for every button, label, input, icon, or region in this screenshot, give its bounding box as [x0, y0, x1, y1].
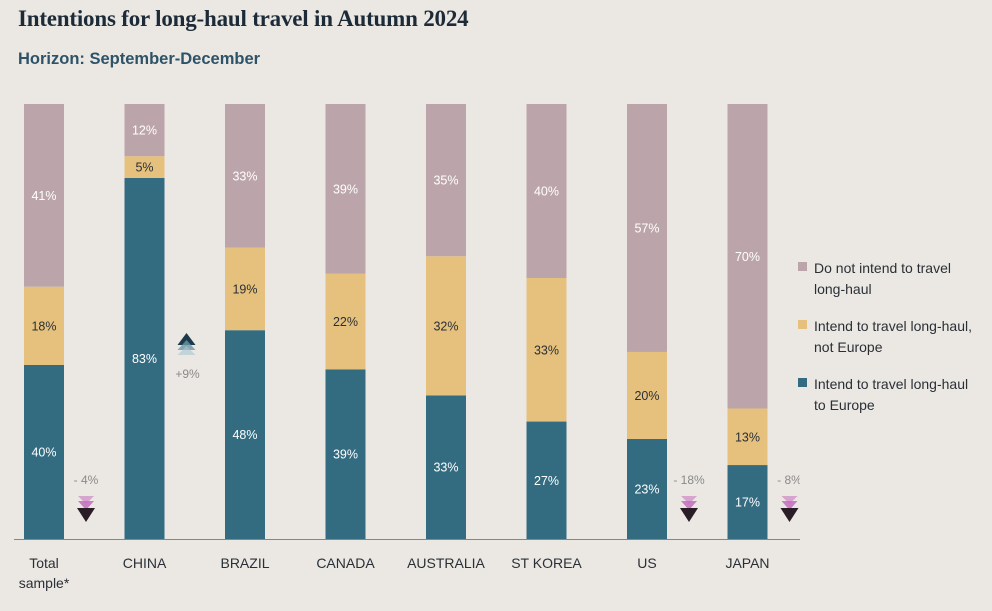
arrow-up-shadow-icon-china [177, 346, 196, 355]
bar-canada-no_travel [325, 104, 366, 274]
legend-item-no-travel: Do not intend to travel long-haul [798, 258, 988, 300]
bar-st-korea-no_travel [526, 104, 567, 278]
category-label-australia: AUSTRALIA [407, 555, 485, 571]
legend-swatch-europe [798, 378, 807, 387]
data-label-us-not_europe: 20% [634, 389, 659, 403]
legend-label-europe: Intend to travel long-haul to Europe [814, 376, 969, 413]
data-label-brazil-no_travel: 33% [232, 169, 257, 183]
change-label-total-sample: - 4% [74, 473, 99, 487]
chart-legend: Do not intend to travel long-haul Intend… [798, 258, 988, 432]
arrow-down-mid-icon-total-sample [78, 501, 94, 510]
bar-china-no_travel [124, 104, 165, 157]
arrow-down-shadow-icon-total-sample [78, 496, 94, 504]
data-label-japan-not_europe: 13% [735, 430, 760, 444]
bar-total-sample-not_europe [24, 286, 64, 365]
legend-label-not-europe: Intend to travel long-haul, not Europe [814, 318, 972, 355]
data-label-st-korea-not_europe: 33% [534, 343, 559, 357]
category-label-japan: JAPAN [725, 555, 769, 571]
arrow-down-mid-icon-japan [781, 501, 798, 510]
bar-total-sample-no_travel [24, 104, 64, 287]
data-label-china-europe: 83% [132, 352, 157, 366]
bar-australia-europe [426, 395, 466, 539]
bar-canada-not_europe [325, 273, 366, 370]
bar-st-korea-europe [526, 421, 567, 539]
data-label-china-no_travel: 12% [132, 124, 157, 138]
data-label-canada-not_europe: 22% [333, 315, 358, 329]
category-label-brazil: BRAZIL [220, 555, 269, 571]
arrow-down-icon-japan [780, 508, 799, 522]
bar-us-europe [627, 438, 667, 539]
category-label-canada: CANADA [316, 555, 375, 571]
legend-label-no-travel: Do not intend to travel long-haul [814, 260, 951, 297]
arrow-down-icon-us [680, 508, 698, 522]
change-label-china: +9% [175, 367, 200, 381]
data-label-st-korea-no_travel: 40% [534, 185, 559, 199]
category-label-st-korea: ST KOREA [511, 555, 582, 571]
bar-brazil-not_europe [225, 247, 265, 331]
data-label-total-sample-not_europe: 18% [31, 319, 56, 333]
legend-item-europe: Intend to travel long-haul to Europe [798, 374, 988, 416]
change-label-japan: - 8% [777, 473, 800, 487]
bar-australia-no_travel [426, 104, 466, 257]
data-label-brazil-europe: 48% [232, 428, 257, 442]
bar-st-korea-not_europe [526, 278, 567, 422]
category-label-total-sample-line1: Total [29, 555, 59, 571]
data-label-us-europe: 23% [634, 482, 659, 496]
bar-brazil-europe [225, 330, 265, 539]
change-label-us: - 18% [673, 473, 705, 487]
data-label-japan-no_travel: 70% [735, 250, 760, 264]
category-label-us: US [637, 555, 656, 571]
bar-total-sample-europe [24, 365, 64, 539]
bar-japan-no_travel [727, 104, 768, 409]
data-label-australia-not_europe: 32% [433, 319, 458, 333]
stacked-bar-chart: 40% 18% 41% Total sample* 83% 5% 12% CHINA 48% 19%… [14, 104, 800, 591]
arrow-down-icon-total-sample [77, 508, 95, 522]
legend-swatch-no-travel [798, 262, 807, 271]
chart-title: Intentions for long-haul travel in Autum… [18, 6, 469, 31]
data-label-australia-europe: 33% [433, 461, 458, 475]
arrow-up-mid-icon-china [177, 340, 196, 350]
bar-us-no_travel [627, 104, 667, 352]
legend-item-not-europe: Intend to travel long-haul, not Europe [798, 316, 988, 358]
data-label-st-korea-europe: 27% [534, 474, 559, 488]
category-label-china: CHINA [123, 555, 167, 571]
data-label-canada-europe: 39% [333, 448, 358, 462]
bar-china-europe [124, 177, 165, 539]
data-label-brazil-not_europe: 19% [232, 282, 257, 296]
legend-swatch-not-europe [798, 320, 807, 329]
data-label-total-sample-europe: 40% [31, 446, 56, 460]
bar-australia-not_europe [426, 256, 466, 396]
bar-japan-europe [727, 465, 768, 539]
data-label-canada-no_travel: 39% [333, 182, 358, 196]
bar-japan-not_europe [727, 408, 768, 466]
data-label-china-not_europe: 5% [135, 161, 153, 175]
data-label-japan-europe: 17% [735, 496, 760, 510]
arrow-down-mid-icon-us [681, 501, 697, 510]
chart-subtitle: Horizon: September-December [18, 50, 261, 68]
bar-canada-europe [325, 369, 366, 539]
arrow-down-shadow-icon-japan [781, 496, 798, 504]
data-label-australia-no_travel: 35% [433, 174, 458, 188]
arrow-down-shadow-icon-us [681, 496, 697, 504]
bar-brazil-no_travel [225, 104, 265, 248]
arrow-up-icon-china [177, 333, 196, 345]
data-label-total-sample-no_travel: 41% [31, 189, 56, 203]
category-label-total-sample-line2: sample* [19, 575, 70, 591]
bar-china-not_europe [124, 156, 165, 178]
data-label-us-no_travel: 57% [634, 221, 659, 235]
bar-us-not_europe [627, 351, 667, 439]
